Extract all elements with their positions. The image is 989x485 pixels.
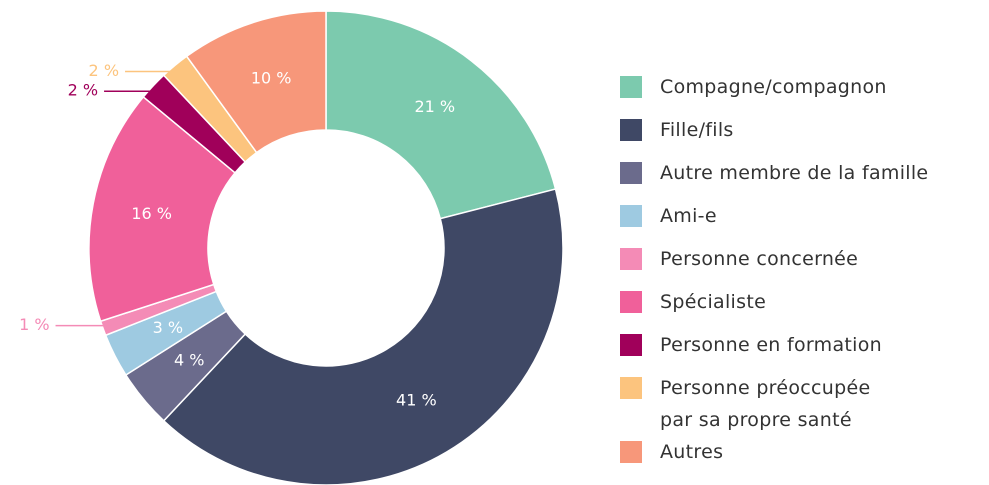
- data-label: 2 %: [89, 61, 119, 80]
- slice: [325, 10, 557, 220]
- legend-label: Compagne/compagnon: [660, 76, 887, 98]
- legend-swatch: [620, 76, 642, 98]
- legend-swatch: [620, 377, 642, 399]
- legend-swatch: [620, 291, 642, 313]
- legend-swatch: [620, 334, 642, 356]
- data-label: 21 %: [414, 97, 455, 116]
- legend-swatch: [620, 162, 642, 184]
- legend-label: Personne en formation: [660, 334, 883, 356]
- legend-swatch: [620, 119, 642, 141]
- data-label: 4 %: [174, 351, 204, 370]
- data-label: 10 %: [251, 69, 292, 88]
- legend-label: Autre membre de la famille: [660, 162, 929, 184]
- legend-swatch: [620, 248, 642, 270]
- data-label: 2 %: [68, 81, 98, 100]
- slice: [88, 95, 237, 323]
- data-label: 16 %: [131, 204, 172, 223]
- legend-swatch: [620, 205, 642, 227]
- legend-label: Spécialiste: [660, 291, 767, 313]
- data-label: 1 %: [19, 315, 49, 334]
- legend-label: Autres: [660, 441, 724, 463]
- slice: [162, 188, 564, 485]
- data-label: 3 %: [153, 318, 183, 337]
- legend-swatch: [620, 441, 642, 463]
- legend-label: Fille/fils: [660, 119, 734, 141]
- legend-label: Ami-e: [660, 205, 717, 227]
- slice: [185, 10, 327, 154]
- legend-label: Personne concernée: [660, 248, 859, 270]
- legend-label: Personne préoccupée par sa propre santé: [660, 377, 871, 431]
- data-label: 41 %: [396, 390, 437, 409]
